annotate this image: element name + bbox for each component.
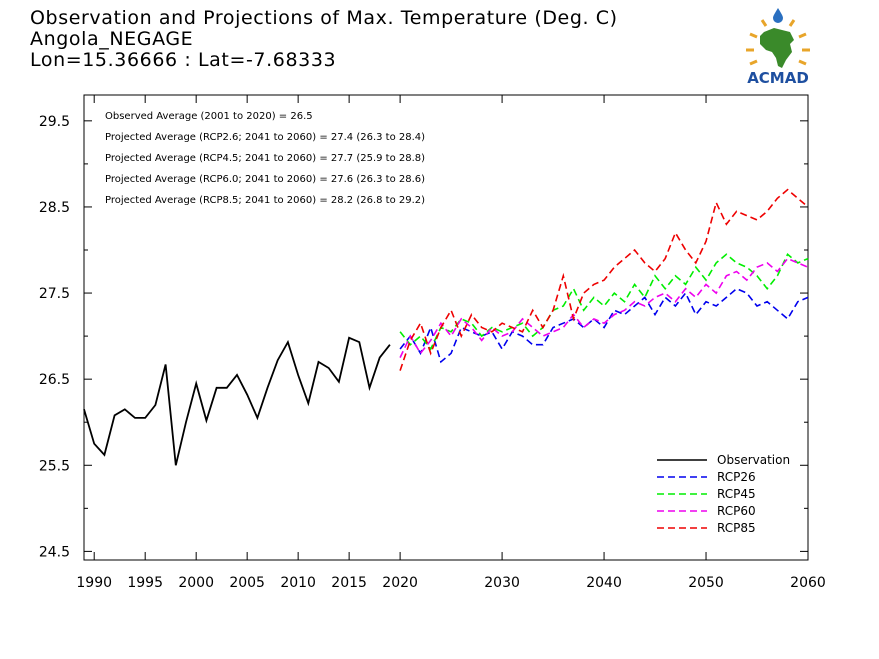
x-tick-label: 2040 [586, 575, 622, 591]
chart-title: Observation and Projections of Max. Temp… [30, 7, 618, 29]
y-tick-label: 28.5 [39, 200, 70, 216]
legend-label: RCP60 [717, 504, 756, 518]
x-tick-label: 2005 [229, 575, 265, 591]
x-tick-label: 2000 [178, 575, 214, 591]
water-drop-icon [773, 8, 783, 23]
y-tick-label: 27.5 [39, 286, 70, 302]
station-name: Angola_NEGAGE [30, 28, 194, 50]
x-tick-label: 2020 [382, 575, 418, 591]
x-tick-label: 2010 [280, 575, 316, 591]
africa-map-icon [760, 28, 794, 68]
acmad-logo: ACMAD [746, 8, 810, 86]
annotation-line: Observed Average (2001 to 2020) = 26.5 [105, 111, 313, 122]
series-line-observation [83, 336, 391, 466]
y-tick-label: 29.5 [39, 114, 70, 130]
series-layer [83, 188, 809, 466]
x-tick-label: 2030 [484, 575, 520, 591]
x-axis: 1990 1995 2000 2005 2010 2015 2020 2030 2040 2050… [76, 95, 826, 591]
series-line-rcp60 [399, 257, 809, 358]
y-tick-label: 25.5 [39, 458, 70, 474]
y-axis: 24.5 25.5 26.5 27.5 28.5 29.5 [39, 114, 808, 560]
plot-frame [83, 94, 809, 561]
series-line-rcp26 [399, 287, 809, 364]
annotation-line: Projected Average (RCP8.5; 2041 to 2060)… [105, 195, 425, 206]
x-tick-label: 2060 [790, 575, 826, 591]
annotation-line: Projected Average (RCP4.5; 2041 to 2060)… [105, 153, 425, 164]
annotations: Observed Average (2001 to 2020) = 26.5 Pr… [105, 111, 425, 206]
x-tick-label: 1990 [76, 575, 112, 591]
series-line-rcp45 [399, 253, 809, 351]
legend-label: RCP85 [717, 521, 756, 535]
y-tick-label: 24.5 [39, 544, 70, 560]
y-tick-label: 26.5 [39, 372, 70, 388]
series-line-rcp85 [399, 188, 809, 371]
annotation-line: Projected Average (RCP2.6; 2041 to 2060)… [105, 132, 425, 143]
x-tick-label: 2050 [688, 575, 724, 591]
x-tick-label: 2015 [331, 575, 367, 591]
x-tick-label: 1995 [127, 575, 163, 591]
annotation-line: Projected Average (RCP6.0; 2041 to 2060)… [105, 174, 425, 185]
logo-text: ACMAD [747, 69, 809, 86]
station-coordinates: Lon=15.36666 : Lat=-7.68333 [30, 49, 337, 71]
legend-label: RCP45 [717, 487, 756, 501]
legend-label: RCP26 [717, 470, 756, 484]
title-block: Observation and Projections of Max. Temp… [30, 8, 618, 71]
legend-label: Observation [717, 453, 790, 467]
legend: Observation RCP26 RCP45 RCP60 RCP85 [657, 453, 790, 535]
